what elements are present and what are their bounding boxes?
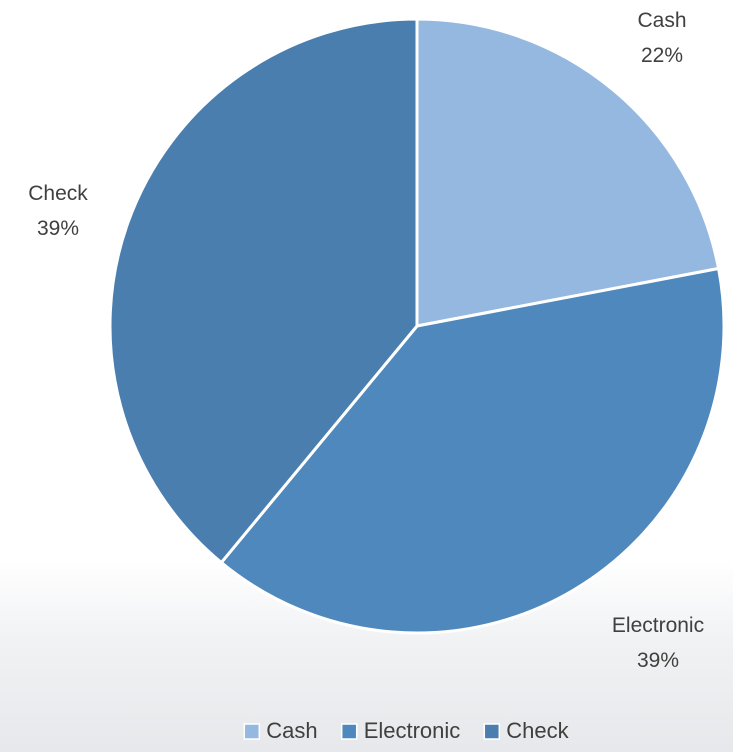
data-label-category: Cash [637,9,686,32]
slice-labels: Cash 22% Electronic 39% Check 39% [28,9,704,672]
legend-swatch-check [483,723,501,740]
data-label-category: Check [28,182,88,205]
data-label-value: 22% [641,44,683,67]
data-label-cash: Cash 22% [637,9,686,67]
legend-label-electronic: Electronic [364,718,461,743]
legend-item-electronic: Electronic [340,718,461,743]
data-label-value: 39% [37,217,79,240]
data-label-electronic: Electronic 39% [612,614,704,672]
pie-slice-check [108,17,419,565]
legend-label-cash: Cash [266,718,317,743]
pie-slices [108,17,726,635]
legend-swatch-cash [243,723,261,740]
pie-slice-cash [415,17,721,328]
legend-label-check: Check [506,718,569,743]
pie-slice-electronic [219,266,726,635]
legend: Cash Electronic Check [243,718,570,743]
data-label-value: 39% [637,649,679,672]
data-label-category: Electronic [612,614,704,637]
data-label-check: Check 39% [28,182,88,240]
legend-item-cash: Cash [243,718,318,743]
legend-swatch-electronic [340,723,358,740]
legend-item-check: Check [483,718,570,743]
